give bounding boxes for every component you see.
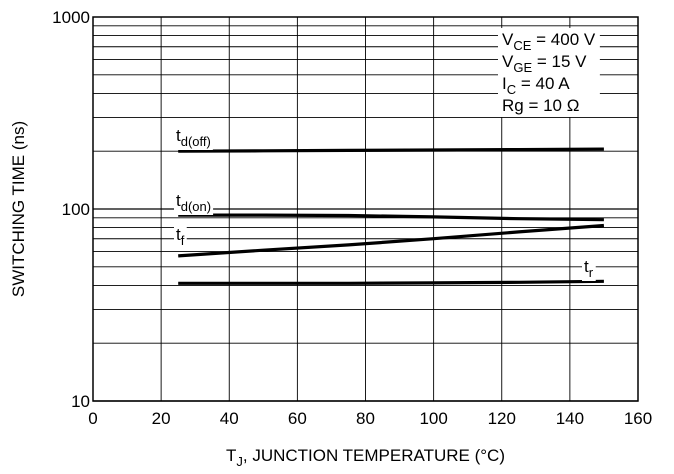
x-tick-label: 80 (356, 409, 375, 428)
curve-label: td(off) (176, 126, 211, 149)
series-line (178, 147, 604, 153)
curve-label: tf (176, 225, 185, 248)
y-tick-labels: 10 100 1000 (52, 8, 90, 411)
y-axis-title: SWITCHING TIME (ns) (9, 121, 28, 297)
test-condition: VGE = 15 V (502, 52, 587, 75)
curve-label-background (174, 190, 214, 215)
x-tick-label: 60 (288, 409, 307, 428)
x-tick-label: 0 (88, 409, 97, 428)
y-tick-label: 1000 (52, 8, 90, 27)
curve-label: tr (584, 257, 594, 280)
test-condition: Rg = 10 Ω (502, 96, 579, 115)
x-axis-title: TJ, JUNCTION TEMPERATURE (°C) (226, 446, 505, 469)
x-tick-label: 100 (419, 409, 447, 428)
test-condition: VCE = 400 V (502, 30, 596, 53)
series-lines (178, 147, 605, 285)
x-tick-label: 160 (624, 409, 652, 428)
x-tick-label: 140 (556, 409, 584, 428)
curve-labels: td(off) td(on) tf tr (174, 125, 596, 281)
series-line (178, 213, 604, 222)
series-line (178, 279, 604, 285)
x-tick-label: 20 (152, 409, 171, 428)
x-tick-labels: 0 20 40 60 80 100 120 140 160 (88, 409, 652, 428)
curve-label-background (174, 125, 213, 150)
test-conditions-background (498, 28, 600, 117)
curve-label-background (174, 224, 187, 249)
test-condition: IC = 40 A (502, 74, 570, 97)
x-tick-label: 120 (488, 409, 516, 428)
curve-label: td(on) (176, 191, 211, 214)
plot-frame (92, 16, 639, 402)
curve-label-background (582, 256, 596, 281)
y-tick-label: 100 (62, 200, 90, 219)
y-tick-label: 10 (71, 392, 90, 411)
x-tick-label: 40 (220, 409, 239, 428)
series-line (178, 223, 605, 258)
